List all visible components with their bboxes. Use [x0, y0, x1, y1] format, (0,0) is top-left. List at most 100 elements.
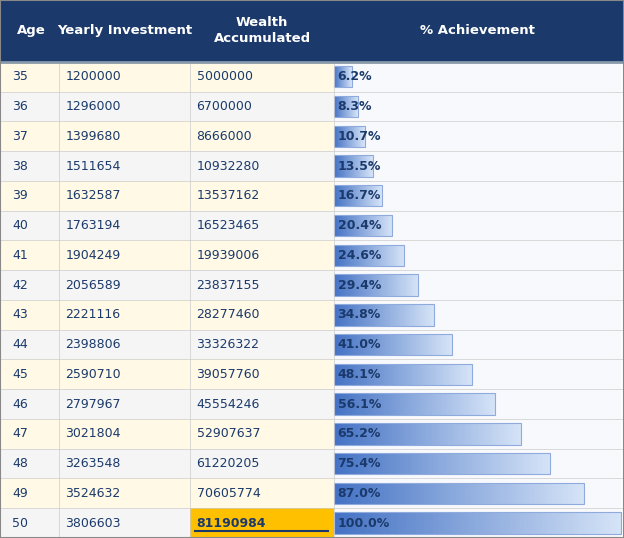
Bar: [393, 453, 397, 475]
Bar: [429, 304, 431, 325]
Bar: [404, 334, 407, 355]
Bar: [356, 96, 358, 117]
Bar: [343, 155, 344, 177]
Bar: [337, 66, 338, 88]
Bar: [599, 512, 603, 534]
Bar: [372, 155, 373, 177]
Bar: [347, 96, 348, 117]
Bar: [437, 393, 439, 415]
Bar: [426, 453, 429, 475]
Bar: [0, 91, 334, 122]
Bar: [349, 66, 350, 88]
Bar: [379, 364, 381, 385]
Bar: [462, 483, 466, 504]
Bar: [366, 334, 368, 355]
Bar: [504, 453, 507, 475]
Bar: [338, 245, 339, 266]
Bar: [380, 304, 382, 325]
Bar: [381, 215, 383, 236]
Bar: [341, 66, 343, 88]
Bar: [334, 66, 335, 88]
Bar: [585, 512, 589, 534]
Bar: [350, 453, 353, 475]
Bar: [381, 483, 384, 504]
Bar: [373, 274, 374, 296]
Bar: [337, 155, 338, 177]
Bar: [352, 185, 353, 207]
Bar: [401, 304, 403, 325]
Bar: [341, 364, 343, 385]
Bar: [354, 155, 355, 177]
Bar: [372, 334, 374, 355]
Bar: [338, 66, 339, 88]
Bar: [346, 274, 347, 296]
Bar: [381, 423, 384, 444]
Bar: [539, 512, 543, 534]
Bar: [349, 245, 350, 266]
Bar: [352, 96, 353, 117]
Bar: [505, 483, 509, 504]
Bar: [352, 125, 353, 147]
Bar: [467, 512, 471, 534]
Bar: [334, 155, 336, 177]
Bar: [417, 453, 421, 475]
Text: 2221116: 2221116: [66, 308, 120, 321]
Bar: [472, 453, 475, 475]
Bar: [548, 453, 551, 475]
Bar: [336, 96, 338, 117]
Bar: [373, 185, 374, 207]
Bar: [356, 304, 358, 325]
Text: 1632587: 1632587: [66, 189, 121, 202]
Bar: [370, 364, 373, 385]
Bar: [386, 334, 388, 355]
Bar: [351, 66, 353, 88]
Bar: [390, 483, 394, 504]
Bar: [374, 274, 376, 296]
Bar: [394, 364, 397, 385]
Bar: [543, 483, 547, 504]
Bar: [383, 274, 385, 296]
Bar: [349, 245, 351, 266]
Bar: [463, 512, 467, 534]
Bar: [477, 512, 482, 534]
Bar: [339, 96, 341, 117]
Bar: [439, 423, 442, 444]
Bar: [357, 96, 358, 117]
Bar: [341, 155, 342, 177]
Bar: [352, 155, 353, 177]
Bar: [0, 240, 334, 270]
Text: 23837155: 23837155: [197, 279, 260, 292]
Bar: [374, 185, 375, 207]
Bar: [338, 66, 339, 88]
Bar: [489, 393, 492, 415]
Bar: [362, 483, 366, 504]
Bar: [345, 245, 347, 266]
Bar: [364, 155, 366, 177]
Bar: [363, 245, 364, 266]
Text: 41: 41: [12, 249, 28, 262]
Bar: [399, 483, 403, 504]
Bar: [392, 334, 395, 355]
Bar: [377, 512, 381, 534]
Text: 5000000: 5000000: [197, 70, 253, 83]
Bar: [343, 364, 345, 385]
Bar: [459, 393, 461, 415]
Bar: [336, 245, 337, 266]
Bar: [392, 393, 395, 415]
Bar: [346, 66, 347, 88]
Bar: [392, 245, 394, 266]
Bar: [389, 364, 391, 385]
Bar: [475, 393, 477, 415]
Bar: [359, 125, 360, 147]
Text: 87.0%: 87.0%: [338, 487, 381, 500]
Bar: [381, 215, 382, 236]
Bar: [495, 423, 498, 444]
Bar: [356, 185, 358, 207]
Bar: [354, 155, 356, 177]
Bar: [449, 512, 453, 534]
Bar: [376, 334, 379, 355]
Bar: [384, 512, 388, 534]
Bar: [342, 453, 345, 475]
Bar: [499, 453, 502, 475]
Bar: [412, 304, 414, 325]
